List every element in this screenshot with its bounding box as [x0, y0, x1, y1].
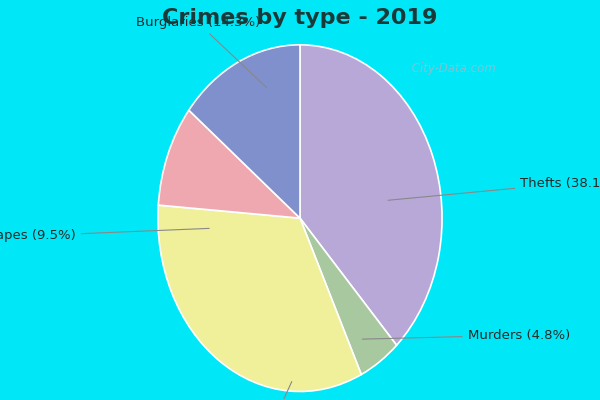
Text: Auto thefts (33.3%): Auto thefts (33.3%): [214, 382, 344, 400]
Text: Murders (4.8%): Murders (4.8%): [362, 329, 570, 342]
Text: Thefts (38.1%): Thefts (38.1%): [388, 177, 600, 200]
Text: Burglaries (14.3%): Burglaries (14.3%): [136, 16, 267, 88]
Wedge shape: [300, 218, 397, 374]
Text: Rapes (9.5%): Rapes (9.5%): [0, 228, 209, 242]
Wedge shape: [300, 45, 442, 345]
Text: Crimes by type - 2019: Crimes by type - 2019: [163, 8, 437, 28]
Wedge shape: [189, 45, 300, 218]
Wedge shape: [158, 110, 300, 218]
Text: City-Data.com: City-Data.com: [408, 62, 496, 74]
Wedge shape: [158, 205, 361, 392]
